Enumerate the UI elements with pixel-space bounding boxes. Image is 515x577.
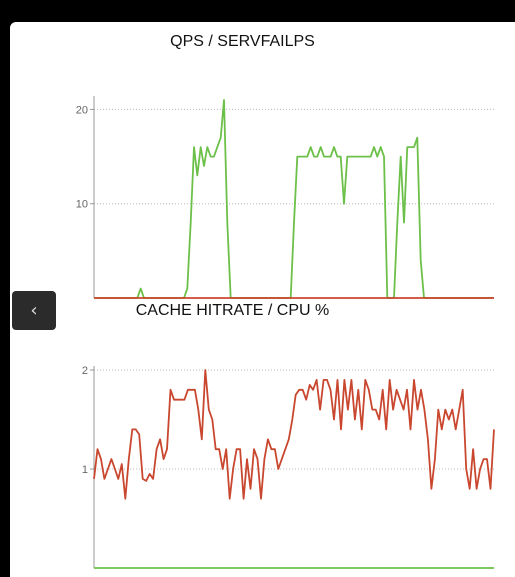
back-button[interactable]: ‹ — [12, 291, 56, 330]
qps-chart-title: QPS / SERVFAILPS — [170, 33, 315, 50]
cache-chart-title: CACHE HITRATE / CPU % — [135, 302, 330, 319]
cache-ytick-label: 2 — [82, 365, 88, 377]
qps-series-line — [94, 99, 494, 299]
cache-series-line — [93, 369, 495, 500]
qps-ytick-label: 10 — [76, 199, 88, 211]
chevron-left-icon: ‹ — [30, 300, 38, 321]
qps-ytick-label: 20 — [76, 104, 88, 116]
cache-ytick-label: 1 — [82, 464, 88, 476]
